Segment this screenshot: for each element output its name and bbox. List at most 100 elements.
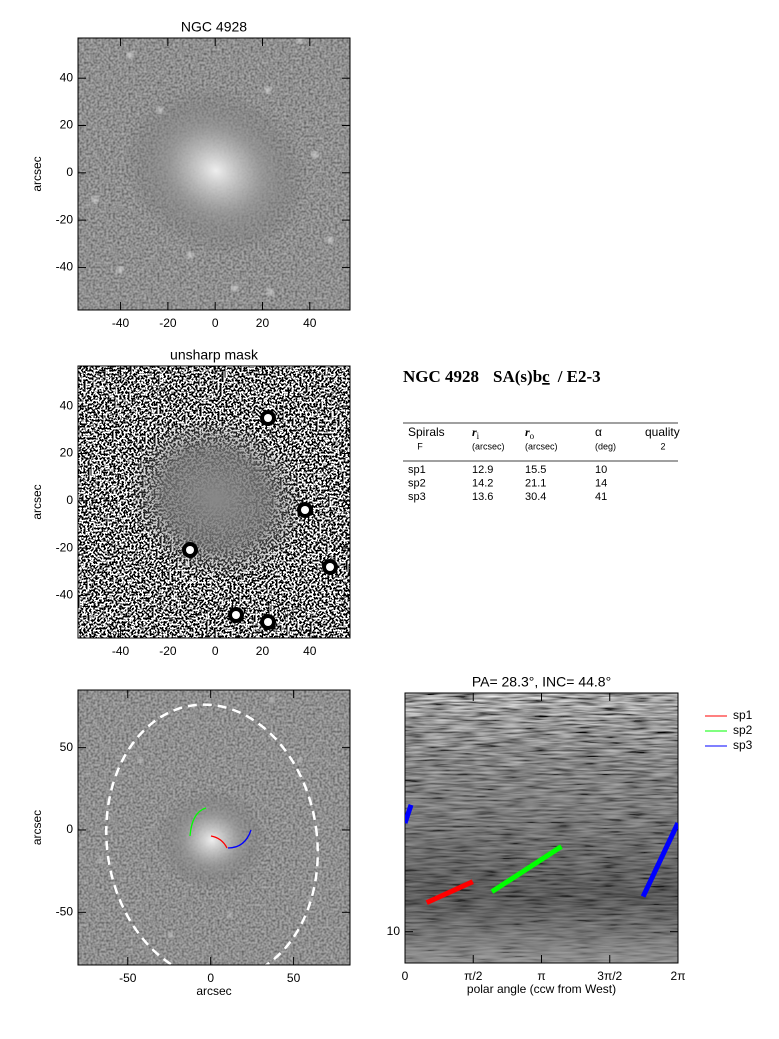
column-note: (deg) [595,441,616,451]
galaxy [157,790,267,890]
star [137,757,143,763]
x-tick-label: 0 [212,316,219,330]
x-tick-label: 40 [303,316,317,330]
spiral-line [405,804,414,824]
galaxy [128,417,304,580]
x-tick-label: -40 [112,316,130,330]
column-header: quality [645,425,680,439]
chart-title: unsharp mask [170,347,259,363]
table-cell: 30.4 [525,491,546,503]
y-tick-label: -50 [56,904,74,918]
axes: -40 -20 0 20 40 -40 -20 0 20 40 NGC 4928 arcsec [30,19,351,330]
panel [78,690,350,965]
legend-label: sp3 [733,738,753,752]
table-cell: 13.6 [472,491,493,503]
table-cell: 15.5 [525,464,546,476]
table-cell: 14.2 [472,477,493,489]
star [307,897,313,903]
x-axis-label: arcsec [196,984,231,998]
star [92,197,98,203]
image-shade [405,693,678,963]
column-note: (arcsec) [472,441,505,451]
spiral-arc [227,829,252,849]
x-tick-label: 20 [256,644,270,658]
spiral-arc [210,835,228,849]
star [312,152,318,158]
y-tick-label: 10 [387,924,401,938]
axes: -40 -20 0 20 40 -40 -20 0 20 40 unsharp mask arcsec [30,347,351,658]
star [186,546,194,554]
lines [405,804,678,905]
y-tick-label: 20 [60,118,74,132]
table-cell: sp3 [408,491,426,503]
star [232,285,238,291]
legend-label: sp2 [733,723,753,737]
galaxy: NGC 4928 [403,367,479,386]
star [264,618,272,626]
x-tick-label: -40 [112,644,130,658]
y-tick-label: 40 [60,398,74,412]
axes: -50 0 50 -50 0 50 arcsec arcsec [30,689,351,998]
x-tick-label: -20 [159,644,177,658]
table-cell: 14 [595,477,607,489]
x-tick-label: 3π/2 [597,969,622,983]
star [327,237,333,243]
hubble-type: SA(s)b [493,367,542,386]
column-header: Spirals [408,425,445,439]
y-tick-label: 20 [60,446,74,460]
star [269,697,275,703]
plot-frame [77,365,351,639]
x-tick-label: -20 [159,316,177,330]
column-header: α [595,425,602,439]
star [232,611,240,619]
axes: 0 π/2 π 3π/2 2π 10 PA= 28.3°, INC= 44.8° polar … [387,674,686,996]
table-cell: 10 [595,464,607,476]
y-tick-label: -40 [56,260,74,274]
bar-class: / E2-3 [557,367,601,386]
star [227,912,233,918]
column-note: F [417,441,423,451]
x-tick-label: -50 [119,971,137,985]
summary-title: NGC 4928 SA(s)bc / E2-3 [403,367,601,386]
star [297,38,303,43]
star [301,506,309,514]
column-name: quality [645,425,680,439]
x-tick-label: 2π [671,969,686,983]
x-tick-label: 50 [287,971,301,985]
y-tick-label: 0 [66,165,73,179]
table-cell: 12.9 [472,464,493,476]
panel [78,38,350,310]
spiral-arc [189,807,207,837]
column-note: 2 [660,441,665,451]
star [167,932,173,938]
hubble-suffix: c [542,367,550,386]
column-note: (arcsec) [525,441,558,451]
star [127,52,133,58]
plot-frame [77,37,351,311]
star [97,857,103,863]
column-sub: o [530,431,535,441]
deprojection-ellipse [105,703,319,965]
y-tick-label: -20 [56,540,74,554]
panel [405,693,678,963]
star [297,757,303,763]
column-header: ro [525,425,535,441]
table-cell: 41 [595,491,607,503]
star [117,267,123,273]
legend-label: sp1 [733,708,753,722]
star [157,107,163,113]
star [187,252,193,258]
star [264,414,272,422]
x-tick-label: 20 [256,316,270,330]
y-tick-label: 0 [66,493,73,507]
column-name: r [472,425,477,439]
y-axis-label: arcsec [30,484,44,519]
y-axis-label: arcsec [30,810,44,845]
chart-title: PA= 28.3°, INC= 44.8° [472,674,611,690]
star [326,563,334,571]
column-header: ri [472,425,480,441]
spiral-line [640,822,678,898]
x-tick-label: 40 [303,644,317,658]
galaxy [124,86,308,255]
